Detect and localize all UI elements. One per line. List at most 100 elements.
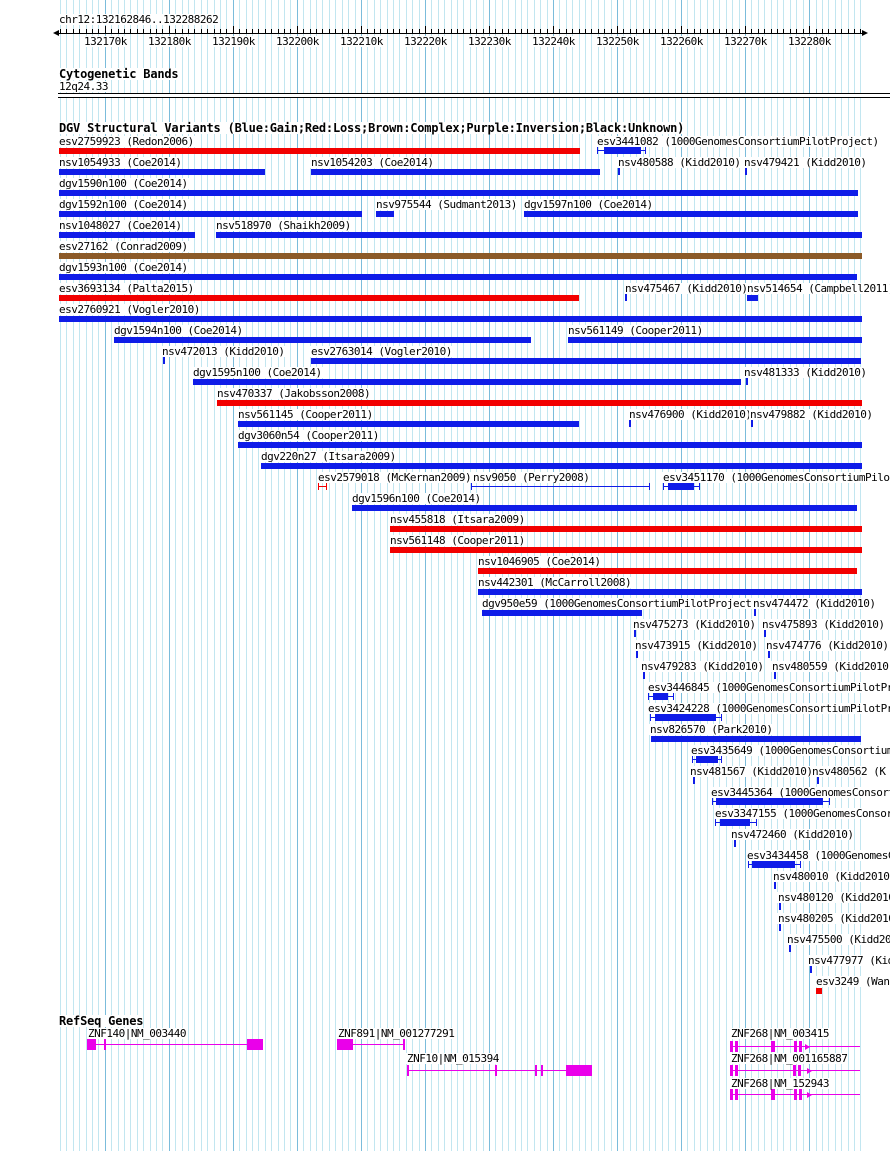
variant-label[interactable]: esv3435649 (1000GenomesConsortium — [690, 745, 890, 756]
variant-bracket-end[interactable] — [699, 483, 700, 490]
variant-bar[interactable] — [478, 568, 857, 574]
gene-exon-tick[interactable] — [799, 1041, 802, 1052]
variant-label[interactable]: nsv480588 (Kidd2010) — [617, 156, 742, 169]
variant-label[interactable]: esv3249 (Wang — [815, 976, 890, 987]
variant-label[interactable]: nsv475500 (Kidd20 — [786, 934, 890, 945]
variant-bar[interactable] — [696, 756, 718, 763]
variant-bar[interactable] — [163, 357, 165, 364]
variant-bracket-end[interactable] — [721, 756, 722, 763]
variant-bracket-end[interactable] — [318, 483, 319, 490]
gene-label[interactable]: ZNF891|NM_001277291 — [337, 1027, 456, 1040]
variant-bar[interactable] — [261, 463, 862, 469]
variant-label[interactable]: nsv476900 (Kidd2010) — [628, 408, 753, 421]
variant-label[interactable]: nsv479283 (Kidd2010) — [640, 660, 765, 673]
variant-label[interactable]: dgv1590n100 (Coe2014) — [58, 177, 189, 190]
variant-bracket-end[interactable] — [326, 483, 327, 490]
gene-intron-line[interactable] — [338, 1044, 404, 1045]
variant-bar[interactable] — [625, 294, 627, 301]
variant-bar[interactable] — [816, 988, 822, 994]
gene-intron-line[interactable] — [87, 1044, 262, 1045]
gene-exon-tick[interactable] — [407, 1065, 409, 1076]
variant-label[interactable]: nsv826570 (Park2010) — [649, 723, 774, 736]
gene-exon-tick[interactable] — [771, 1041, 775, 1052]
variant-bar[interactable] — [238, 421, 579, 427]
variant-bracket-end[interactable] — [645, 147, 646, 154]
variant-bar[interactable] — [754, 609, 756, 616]
gene-exon-tick[interactable] — [730, 1089, 733, 1100]
variant-label[interactable]: dgv1593n100 (Coe2014) — [58, 261, 189, 274]
variant-bar[interactable] — [643, 672, 645, 679]
gene-intron-line[interactable] — [407, 1070, 592, 1071]
variant-label[interactable]: dgv3060n54 (Cooper2011) — [237, 429, 380, 442]
variant-label[interactable]: nsv475273 (Kidd2010) — [632, 618, 757, 631]
variant-label[interactable]: nsv561145 (Cooper2011) — [237, 408, 374, 421]
variant-label[interactable]: esv3434458 (1000GenomesC — [746, 850, 890, 861]
variant-label[interactable]: dgv220n27 (Itsara2009) — [260, 450, 397, 463]
variant-bar[interactable] — [764, 630, 766, 637]
variant-bracket-end[interactable] — [756, 819, 757, 826]
variant-label[interactable]: nsv470337 (Jakobsson2008) — [216, 387, 372, 400]
gene-label[interactable]: ZNF10|NM_015394 — [406, 1052, 500, 1065]
variant-label[interactable]: nsv479421 (Kidd2010) — [743, 156, 868, 169]
variant-label[interactable]: nsv481333 (Kidd2010) — [743, 366, 868, 379]
variant-label[interactable]: esv3693134 (Palta2015) — [58, 282, 195, 295]
variant-bar[interactable] — [216, 232, 862, 238]
variant-bar[interactable] — [746, 378, 748, 385]
variant-bar[interactable] — [651, 736, 861, 742]
variant-bar[interactable] — [390, 547, 862, 553]
variant-label[interactable]: nsv479882 (Kidd2010) — [749, 408, 874, 421]
variant-bar[interactable] — [311, 169, 600, 175]
variant-bar[interactable] — [568, 337, 862, 343]
variant-label[interactable]: nsv514654 (Campbell2011) — [746, 283, 890, 294]
variant-label[interactable]: nsv480120 (Kidd2010 — [777, 892, 890, 903]
gene-exon-tick[interactable] — [793, 1065, 796, 1076]
variant-bar[interactable] — [634, 630, 636, 637]
variant-label[interactable]: nsv480205 (Kidd2010 — [777, 913, 890, 924]
variant-bar[interactable] — [482, 610, 642, 616]
gene-label[interactable]: ZNF268|NM_001165887 — [730, 1052, 849, 1065]
gene-exon-tick[interactable] — [799, 1089, 802, 1100]
variant-label[interactable]: esv3446845 (1000GenomesConsortiumPilotPr… — [647, 682, 890, 693]
variant-label[interactable]: esv3451170 (1000GenomesConsortiumPilot — [662, 472, 890, 483]
variant-bar[interactable] — [618, 168, 620, 175]
variant-bar[interactable] — [668, 483, 694, 490]
variant-label[interactable]: nsv475467 (Kidd2010) — [624, 282, 749, 295]
variant-label[interactable]: nsv472013 (Kidd2010) — [161, 345, 286, 358]
variant-bar[interactable] — [390, 526, 862, 532]
variant-label[interactable]: nsv9050 (Perry2008) — [472, 471, 591, 484]
variant-bar[interactable] — [59, 190, 858, 196]
variant-bar[interactable] — [604, 147, 641, 154]
variant-bracket-line[interactable] — [471, 486, 650, 487]
variant-bar[interactable] — [751, 420, 753, 427]
variant-bar[interactable] — [779, 924, 781, 931]
variant-label[interactable]: nsv480010 (Kidd2010 — [772, 870, 890, 883]
gene-exon-tick[interactable] — [735, 1089, 738, 1100]
variant-label[interactable]: dgv950e59 (1000GenomesConsortiumPilotPro… — [481, 597, 759, 610]
variant-bracket-end[interactable] — [715, 819, 716, 826]
variant-bar[interactable] — [59, 316, 862, 322]
variant-bar[interactable] — [114, 337, 531, 343]
variant-label[interactable]: nsv1046905 (Coe2014) — [477, 555, 602, 568]
variant-bracket-end[interactable] — [712, 798, 713, 805]
variant-label[interactable]: dgv1595n100 (Coe2014) — [192, 366, 323, 379]
variant-bar[interactable] — [59, 274, 857, 280]
gene-exon-tick[interactable] — [541, 1065, 543, 1076]
variant-bar[interactable] — [193, 379, 741, 385]
variant-label[interactable]: esv3441082 (1000GenomesConsortiumPilotPr… — [596, 135, 880, 148]
variant-bar[interactable] — [817, 777, 819, 784]
variant-bar[interactable] — [59, 148, 580, 154]
variant-label[interactable]: nsv472460 (Kidd2010) — [730, 828, 855, 841]
variant-bracket-end[interactable] — [800, 861, 801, 868]
variant-bar[interactable] — [352, 505, 857, 511]
variant-label[interactable]: nsv561149 (Cooper2011) — [567, 324, 704, 337]
variant-bar[interactable] — [747, 295, 758, 301]
gene-label[interactable]: ZNF140|NM_003440 — [87, 1027, 187, 1040]
variant-label[interactable]: nsv474776 (Kidd2010) — [765, 639, 890, 652]
variant-bar[interactable] — [810, 966, 812, 973]
variant-bar[interactable] — [774, 882, 776, 889]
variant-bracket-end[interactable] — [673, 693, 674, 700]
variant-bar[interactable] — [59, 295, 579, 301]
variant-bar[interactable] — [478, 589, 862, 595]
variant-bracket-end[interactable] — [648, 693, 649, 700]
variant-bar[interactable] — [629, 420, 631, 427]
